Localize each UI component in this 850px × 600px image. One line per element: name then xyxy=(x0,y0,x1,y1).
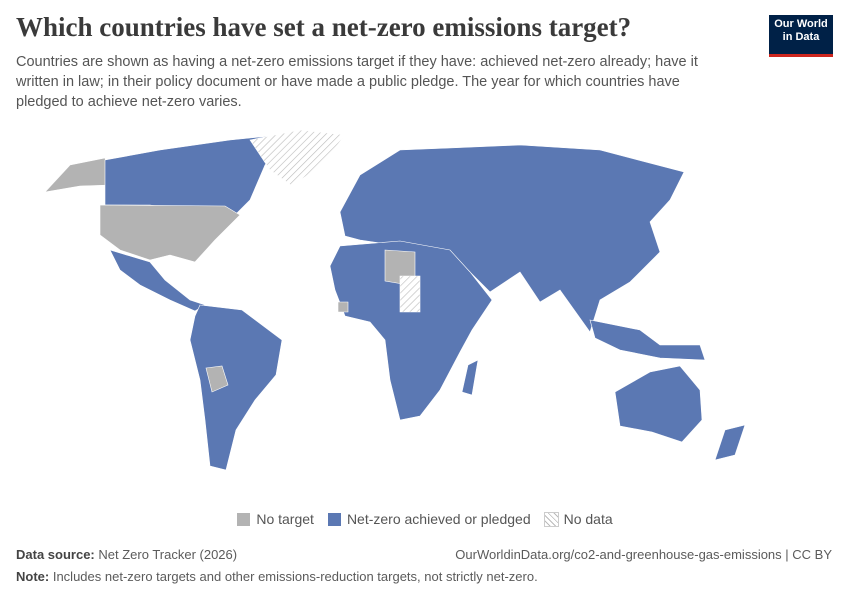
logo-line: Our World xyxy=(774,18,828,30)
legend: No target Net-zero achieved or pledged No … xyxy=(0,511,850,527)
country[interactable] xyxy=(589,319,706,361)
logo-line: in Data xyxy=(782,31,820,43)
source-line: Data source: Net Zero Tracker (2026) xyxy=(16,547,237,562)
source-label: Data source: xyxy=(16,547,95,562)
country[interactable] xyxy=(189,304,283,471)
legend-item[interactable]: No data xyxy=(543,511,613,527)
subtitle: Countries are shown as having a net-zero… xyxy=(16,54,698,110)
note-label: Note: xyxy=(16,569,50,584)
legend-swatch xyxy=(237,512,251,526)
legend-label: Net-zero achieved or pledged xyxy=(346,511,531,527)
note: Includes net-zero targets and other emis… xyxy=(52,569,538,584)
country[interactable] xyxy=(614,365,703,443)
country[interactable] xyxy=(44,157,111,193)
url[interactable]: OurWorldinData.org/co2-and-greenhouse-ga… xyxy=(455,547,832,562)
legend-swatch xyxy=(327,512,341,526)
note-line: Note: Includes net-zero targets and othe… xyxy=(16,569,538,584)
world-map xyxy=(44,129,746,471)
logo[interactable]: Our World in Data xyxy=(769,15,833,57)
title: Which countries have set a net-zero emis… xyxy=(16,12,632,42)
source[interactable]: Net Zero Tracker (2026) xyxy=(98,547,238,562)
country[interactable] xyxy=(205,365,229,393)
country[interactable] xyxy=(714,424,746,461)
legend-item[interactable]: Net-zero achieved or pledged xyxy=(327,511,531,527)
country[interactable] xyxy=(461,359,479,396)
legend-item[interactable]: No target xyxy=(237,511,314,527)
legend-label: No data xyxy=(563,511,613,527)
country[interactable] xyxy=(399,275,421,313)
country[interactable] xyxy=(249,129,346,187)
legend-swatch xyxy=(543,511,559,527)
legend-label: No target xyxy=(256,511,314,527)
country[interactable] xyxy=(337,301,349,313)
country[interactable] xyxy=(99,204,241,263)
